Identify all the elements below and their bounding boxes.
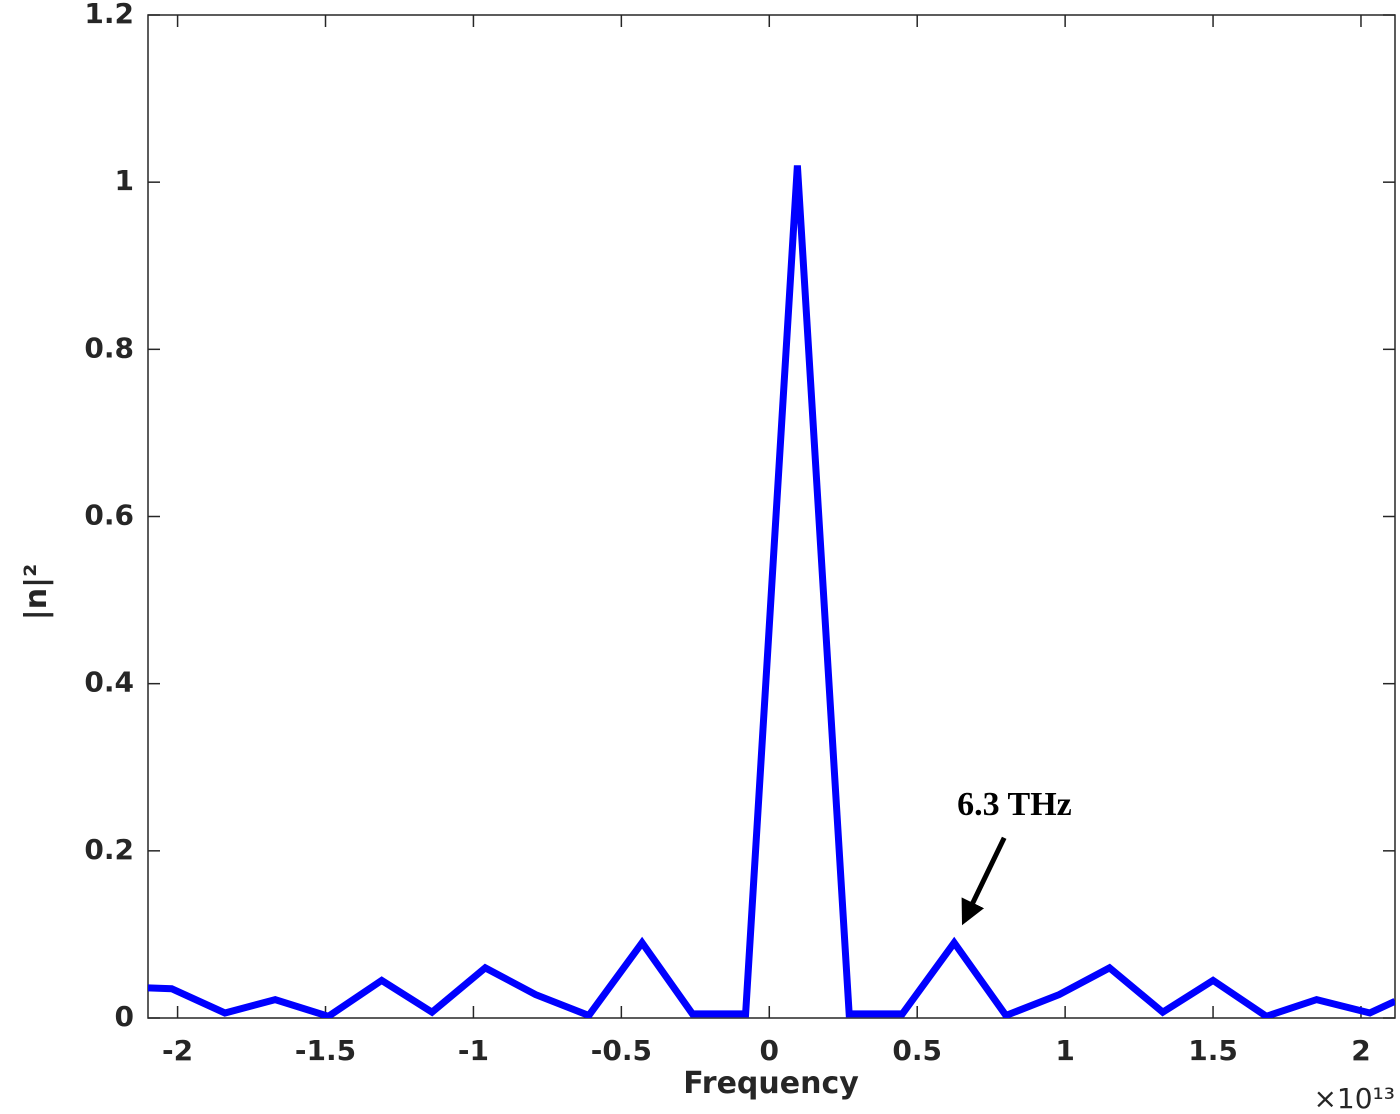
y-tick-label: 0.8 xyxy=(84,331,134,364)
y-tick-label: 1 xyxy=(115,164,134,197)
y-tick-label: 1.2 xyxy=(84,0,134,30)
x-tick-label: -0.5 xyxy=(591,1034,652,1067)
x-tick-label: -2 xyxy=(162,1034,193,1067)
y-tick-label: 0.4 xyxy=(84,666,134,699)
x-tick-label: 0 xyxy=(760,1034,779,1067)
x-tick-label: 1.5 xyxy=(1188,1034,1238,1067)
plot-frame xyxy=(147,14,1396,1019)
y-axis-label: |n|² xyxy=(19,564,54,620)
data-line xyxy=(148,165,1395,1018)
y-tick-label: 0.6 xyxy=(84,499,134,532)
x-multiplier: ×10¹³ xyxy=(1313,1082,1395,1114)
y-tick-label: 0 xyxy=(115,1000,134,1033)
x-tick-label: 2 xyxy=(1351,1034,1370,1067)
x-tick-label: 0.5 xyxy=(892,1034,942,1067)
x-tick-label: 1 xyxy=(1055,1034,1074,1067)
x-tick-label: -1 xyxy=(458,1034,489,1067)
y-tick-label: 0.2 xyxy=(84,833,134,866)
x-tick-label: -1.5 xyxy=(295,1034,356,1067)
x-axis-label: Frequency xyxy=(683,1066,859,1101)
annotation: 6.3 THz xyxy=(957,786,1072,823)
annotation-arrow xyxy=(961,836,1007,926)
